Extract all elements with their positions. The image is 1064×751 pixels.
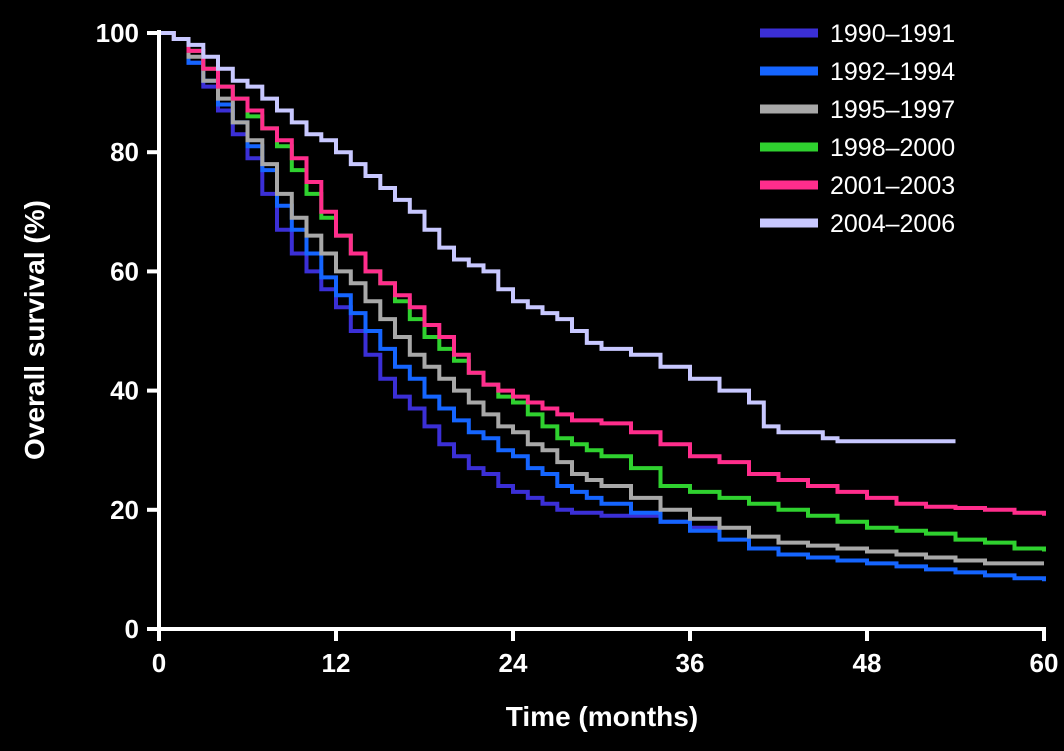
series-line-5	[159, 31, 956, 444]
legend: 1990–1991 1992–1994 1995–1997 1998–2000 2001…	[760, 20, 955, 238]
legend-label-1: 1992–1994	[830, 58, 955, 86]
legend-label-0: 1990–1991	[830, 20, 955, 48]
y-tick-label: 20	[110, 495, 139, 525]
x-tick-label: 48	[853, 648, 882, 678]
x-tick-label: 36	[676, 648, 705, 678]
y-tick-label: 40	[110, 376, 139, 406]
x-tick-label: 60	[1030, 648, 1059, 678]
y-tick-label: 80	[110, 137, 139, 167]
legend-label-2: 1995–1997	[830, 96, 955, 124]
y-tick-label: 100	[96, 18, 139, 48]
legend-label-4: 2001–2003	[830, 172, 955, 200]
series-line-0	[159, 31, 722, 537]
series-lines	[159, 31, 1046, 582]
x-tick-label: 0	[152, 648, 166, 678]
x-tick-label: 24	[499, 648, 528, 678]
axes	[157, 30, 1046, 631]
y-tick-label: 0	[125, 614, 139, 644]
x-tick-label: 12	[322, 648, 351, 678]
legend-label-3: 1998–2000	[830, 134, 955, 162]
series-line-4	[159, 31, 1046, 516]
ticks: 0 12 24 36 48 60 0 20 40 60 80 100	[96, 18, 1059, 678]
legend-label-5: 2004–2006	[830, 210, 955, 238]
y-axis-title: Overall survival (%)	[19, 200, 50, 460]
y-tick-label: 60	[110, 256, 139, 286]
series-line-2	[159, 31, 1044, 566]
x-axis-title: Time (months)	[506, 701, 698, 732]
